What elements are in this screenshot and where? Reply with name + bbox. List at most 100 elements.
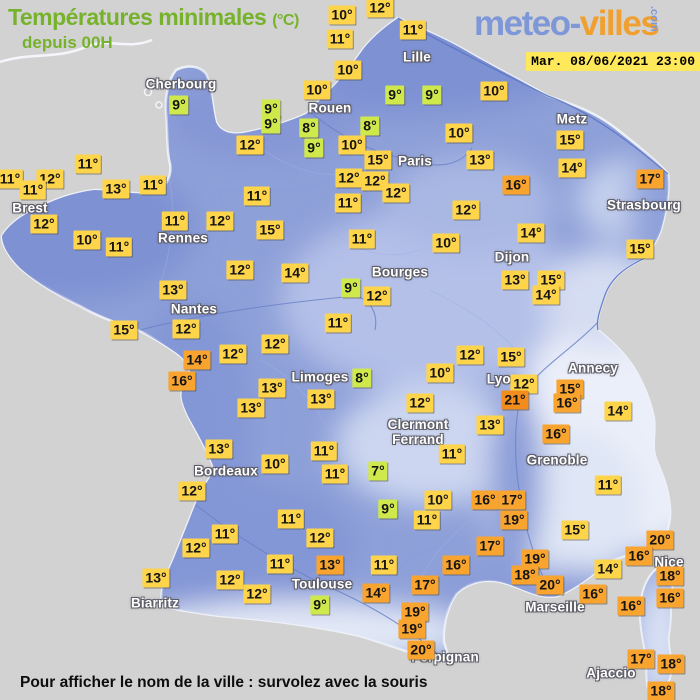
temperature-label[interactable]: 17°: [411, 575, 439, 595]
temperature-label[interactable]: 11°: [243, 186, 271, 206]
temperature-label[interactable]: 9°: [378, 499, 398, 519]
temperature-label[interactable]: 20°: [536, 575, 564, 595]
temperature-label[interactable]: 12°: [306, 528, 334, 548]
temperature-label[interactable]: 8°: [299, 118, 319, 138]
temperature-label[interactable]: 11°: [0, 169, 24, 189]
temperature-label[interactable]: 17°: [498, 490, 526, 510]
temperature-label[interactable]: 12°: [456, 345, 484, 365]
meteo-villes-logo[interactable]: meteo-villes.com: [474, 4, 686, 44]
temperature-label[interactable]: 12°: [361, 171, 389, 191]
temperature-label[interactable]: 17°: [627, 649, 655, 669]
temperature-label[interactable]: 13°: [102, 179, 130, 199]
temperature-label[interactable]: 13°: [237, 398, 265, 418]
temperature-label[interactable]: 12°: [178, 481, 206, 501]
temperature-label[interactable]: 16°: [471, 490, 499, 510]
temperature-label[interactable]: 14°: [281, 263, 309, 283]
temperature-label[interactable]: 16°: [656, 588, 684, 608]
temperature-label[interactable]: 11°: [324, 313, 352, 333]
temperature-label[interactable]: 14°: [517, 223, 545, 243]
temperature-label[interactable]: 9°: [385, 85, 405, 105]
temperature-label[interactable]: 15°: [110, 320, 138, 340]
temperature-label[interactable]: 16°: [442, 555, 470, 575]
temperature-label[interactable]: 15°: [537, 270, 565, 290]
temperature-label[interactable]: 8°: [352, 368, 372, 388]
temperature-label[interactable]: 11°: [277, 509, 305, 529]
temperature-label[interactable]: 15°: [364, 150, 392, 170]
temperature-label[interactable]: 15°: [497, 347, 525, 367]
temperature-label[interactable]: 16°: [553, 393, 581, 413]
temperature-label[interactable]: 12°: [452, 200, 480, 220]
temperature-label[interactable]: 13°: [258, 378, 286, 398]
temperature-label[interactable]: 12°: [172, 319, 200, 339]
temperature-label[interactable]: 12°: [366, 0, 394, 18]
temperature-label[interactable]: 11°: [105, 237, 133, 257]
temperature-label[interactable]: 11°: [321, 464, 349, 484]
temperature-label[interactable]: 19°: [521, 549, 549, 569]
temperature-label[interactable]: 13°: [205, 439, 233, 459]
temperature-label[interactable]: 12°: [236, 135, 264, 155]
temperature-label[interactable]: 10°: [261, 454, 289, 474]
temperature-label[interactable]: 9°: [261, 114, 281, 134]
temperature-label[interactable]: 18°: [656, 566, 684, 586]
temperature-label[interactable]: 13°: [307, 389, 335, 409]
temperature-label[interactable]: 10°: [334, 60, 362, 80]
temperature-label[interactable]: 14°: [532, 285, 560, 305]
temperature-label[interactable]: 20°: [407, 640, 435, 660]
temperature-label[interactable]: 19°: [500, 510, 528, 530]
temperature-label[interactable]: 11°: [266, 554, 294, 574]
temperature-label[interactable]: 13°: [316, 555, 344, 575]
temperature-label[interactable]: 10°: [480, 81, 508, 101]
temperature-label[interactable]: 12°: [335, 168, 363, 188]
temperature-label[interactable]: 16°: [168, 371, 196, 391]
temperature-label[interactable]: 10°: [328, 5, 356, 25]
temperature-label[interactable]: 19°: [398, 619, 426, 639]
temperature-label[interactable]: 11°: [399, 20, 427, 40]
temperature-label[interactable]: 16°: [617, 596, 645, 616]
temperature-label[interactable]: 11°: [326, 29, 354, 49]
temperature-label[interactable]: 9°: [304, 138, 324, 158]
temperature-label[interactable]: 16°: [579, 584, 607, 604]
temperature-label[interactable]: 12°: [216, 570, 244, 590]
temperature-label[interactable]: 15°: [626, 239, 654, 259]
temperature-label[interactable]: 9°: [169, 95, 189, 115]
temperature-label[interactable]: 12°: [206, 211, 234, 231]
temperature-label[interactable]: 9°: [310, 595, 330, 615]
temperature-label[interactable]: 13°: [501, 270, 529, 290]
temperature-label[interactable]: 14°: [594, 559, 622, 579]
temperature-label[interactable]: 17°: [476, 536, 504, 556]
temperature-label[interactable]: 7°: [368, 461, 388, 481]
temperature-label[interactable]: 12°: [382, 183, 410, 203]
temperature-label[interactable]: 13°: [142, 568, 170, 588]
temperature-label[interactable]: 12°: [243, 584, 271, 604]
temperature-label[interactable]: 12°: [182, 538, 210, 558]
temperature-label[interactable]: 12°: [363, 286, 391, 306]
temperature-label[interactable]: 10°: [73, 230, 101, 250]
temperature-label[interactable]: 20°: [646, 530, 674, 550]
temperature-label[interactable]: 10°: [426, 363, 454, 383]
temperature-label[interactable]: 11°: [334, 193, 362, 213]
temperature-label[interactable]: 14°: [604, 401, 632, 421]
temperature-label[interactable]: 12°: [406, 393, 434, 413]
temperature-label[interactable]: 14°: [362, 583, 390, 603]
temperature-label[interactable]: 11°: [211, 524, 239, 544]
temperature-label[interactable]: 17°: [636, 169, 664, 189]
temperature-label[interactable]: 10°: [424, 490, 452, 510]
temperature-label[interactable]: 15°: [561, 520, 589, 540]
temperature-label[interactable]: 15°: [556, 130, 584, 150]
temperature-label[interactable]: 12°: [226, 260, 254, 280]
temperature-label[interactable]: 12°: [219, 344, 247, 364]
temperature-label[interactable]: 10°: [303, 80, 331, 100]
temperature-label[interactable]: 11°: [139, 175, 167, 195]
temperature-label[interactable]: 10°: [432, 233, 460, 253]
temperature-label[interactable]: 9°: [261, 99, 281, 119]
temperature-label[interactable]: 16°: [625, 546, 653, 566]
temperature-label[interactable]: 11°: [74, 154, 102, 174]
temperature-label[interactable]: 18°: [647, 681, 675, 700]
temperature-label[interactable]: 10°: [445, 123, 473, 143]
temperature-label[interactable]: 13°: [476, 415, 504, 435]
temperature-label[interactable]: 18°: [657, 654, 685, 674]
temperature-label[interactable]: 12°: [30, 214, 58, 234]
temperature-label[interactable]: 16°: [542, 424, 570, 444]
temperature-label[interactable]: 9°: [422, 85, 442, 105]
